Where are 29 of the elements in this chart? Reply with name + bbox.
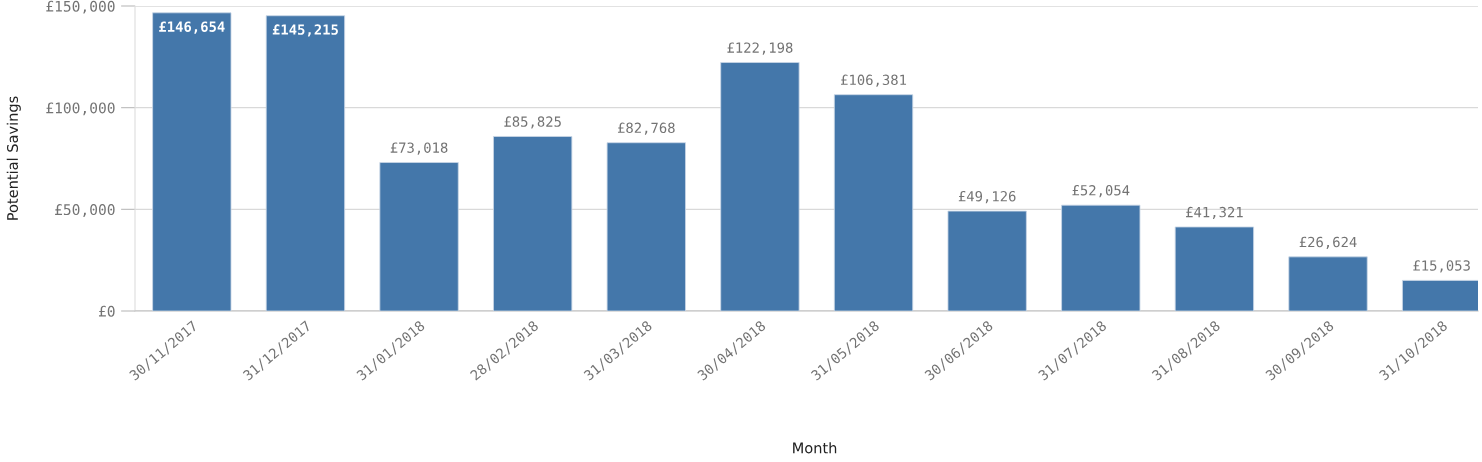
data-label: £145,215 xyxy=(272,24,338,37)
y-axis-title: Potential Savings xyxy=(6,96,21,220)
bar xyxy=(493,136,573,311)
data-label: £49,126 xyxy=(958,190,1016,204)
y-tick-label: £0 xyxy=(98,305,115,317)
bar xyxy=(1288,256,1368,311)
data-label: £52,054 xyxy=(1072,185,1130,198)
data-label: £15,053 xyxy=(1413,260,1470,273)
data-label: £106,381 xyxy=(841,74,907,87)
data-label: £146,654 xyxy=(159,21,225,34)
data-label: £122,198 xyxy=(727,42,793,55)
bar xyxy=(1061,204,1141,311)
data-label: £82,768 xyxy=(617,122,675,135)
bar xyxy=(833,94,914,311)
bar xyxy=(152,12,232,311)
y-tick-label: £150,000 xyxy=(46,0,115,14)
y-tick-label: £50,000 xyxy=(55,204,115,217)
data-label: £73,018 xyxy=(390,142,448,155)
data-label: £41,321 xyxy=(1186,206,1243,220)
x-axis-title: Month xyxy=(793,442,837,454)
bar xyxy=(265,15,346,311)
bar xyxy=(947,210,1027,311)
bar xyxy=(379,162,459,311)
bar xyxy=(720,62,800,311)
data-label: £85,825 xyxy=(504,116,561,129)
y-tick-label: £100,000 xyxy=(46,102,115,116)
data-label: £26,624 xyxy=(1299,236,1357,249)
bar xyxy=(1174,226,1255,311)
bar xyxy=(606,142,686,311)
